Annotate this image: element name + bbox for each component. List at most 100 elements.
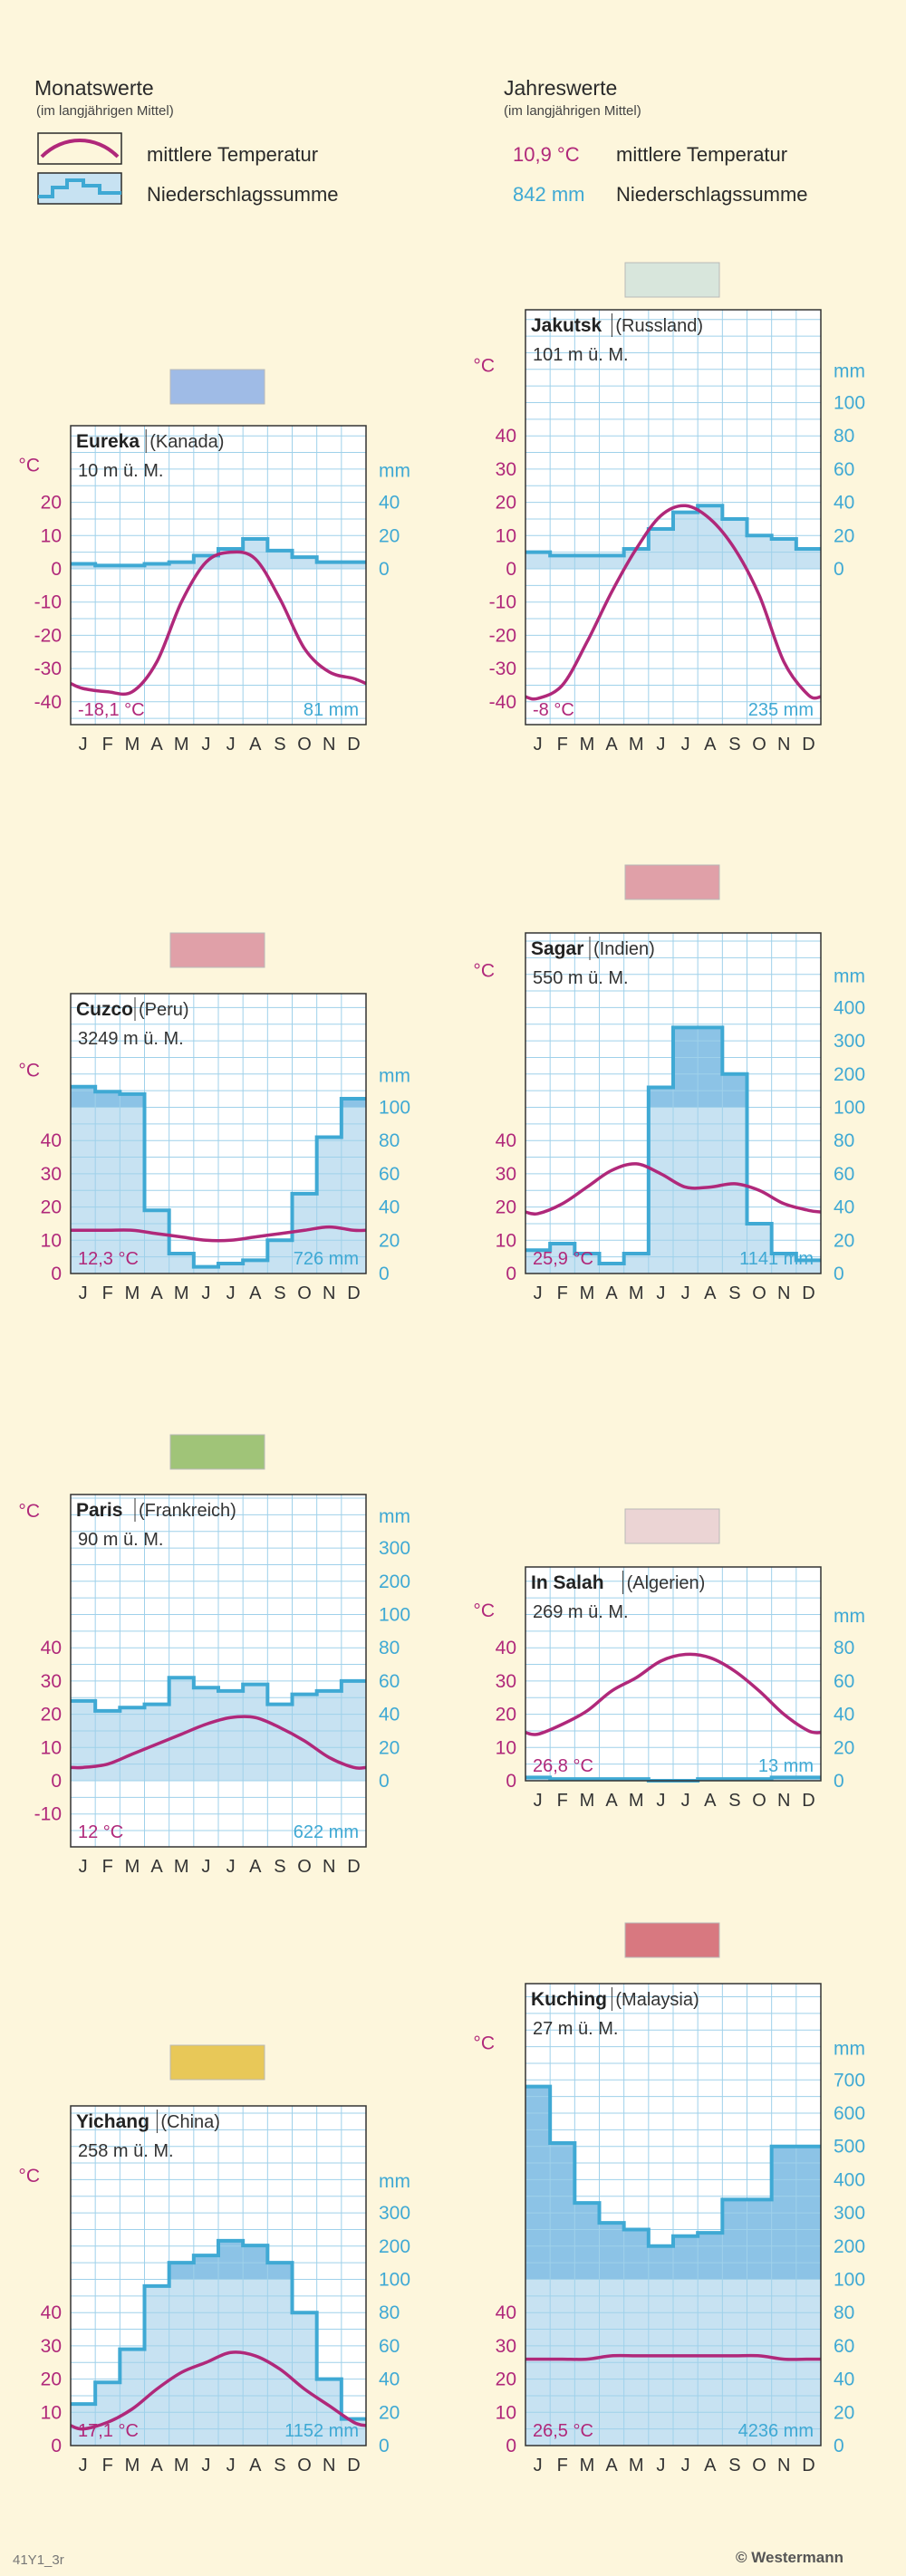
month-label: D (347, 2456, 360, 2475)
location-color-swatch (624, 1922, 720, 1958)
location-color-swatch (624, 864, 720, 900)
temp-tick-label: 30 (496, 1671, 516, 1692)
temp-tick-label: 30 (496, 459, 516, 480)
annual-precipitation: 1141 mm (739, 1249, 814, 1269)
station-elevation: 3249 m ü. M. (78, 1029, 184, 1049)
precip-tick-label: 60 (379, 1164, 400, 1185)
precipitation-area-heavy (169, 2240, 293, 2280)
month-label: D (802, 735, 814, 755)
month-label: N (323, 735, 335, 755)
station-country: (Malaysia) (615, 1990, 699, 2010)
precip-tick-label: 200 (834, 2236, 865, 2257)
month-label: A (150, 2456, 163, 2475)
month-label: M (629, 2456, 644, 2475)
annual-precipitation: 726 mm (294, 1249, 359, 1269)
month-label: J (79, 1283, 88, 1303)
month-label: F (102, 735, 113, 755)
station-name: Cuzco (76, 999, 133, 1020)
plot-frame (70, 993, 367, 1274)
precip-tick-label: 80 (834, 1638, 854, 1658)
precip-axis-unit: mm (379, 461, 410, 482)
legend-temp-line-icon (40, 139, 120, 159)
month-label: O (752, 735, 766, 755)
month-label: F (557, 1283, 568, 1303)
temp-tick-label: 0 (51, 1264, 62, 1284)
month-label: D (347, 1283, 360, 1303)
temp-tick-label: 30 (41, 1671, 62, 1692)
month-label: O (752, 2456, 766, 2475)
month-label: M (125, 2456, 140, 2475)
month-label: S (728, 1283, 740, 1303)
month-label: F (102, 2456, 113, 2475)
station-country: (Frankreich) (139, 1501, 236, 1521)
precip-tick-label: 20 (834, 2402, 854, 2423)
month-label: S (274, 735, 285, 755)
month-label: M (125, 1283, 140, 1303)
precip-tick-label: 20 (379, 1230, 400, 1251)
plot-frame (70, 2105, 367, 2446)
station-elevation: 90 m ü. M. (78, 1530, 163, 1550)
month-label: F (102, 1857, 113, 1877)
month-label: D (347, 1857, 360, 1877)
temp-tick-label: 20 (496, 2369, 516, 2390)
legend: Monatswerte (im langjährigen Mittel) mit… (0, 0, 906, 235)
station-elevation: 258 m ü. M. (78, 2141, 174, 2161)
precipitation-line (525, 1025, 821, 1265)
climate-chart-jakutsk: Jakutsk (Russland) 101 m ü. M. -8 °C 235 mm -… (473, 262, 865, 755)
month-label: J (201, 735, 210, 755)
precip-tick-label: 60 (834, 1164, 854, 1185)
climate-chart-paris: Paris (Frankreich) 90 m ü. M. 12 °C 622 mm -1… (18, 1434, 410, 1877)
climate-chart-sagar: Sagar (Indien) 550 m ü. M. 25,9 °C 1141 mm 0 1… (473, 864, 865, 1303)
month-label: A (704, 1283, 717, 1303)
month-label: J (226, 1857, 236, 1877)
month-label: N (777, 1791, 790, 1811)
precip-tick-label: 400 (834, 997, 865, 1018)
plot-frame (525, 309, 822, 726)
temp-axis-unit: °C (18, 2166, 40, 2187)
month-label: M (629, 1283, 644, 1303)
precip-tick-label: 100 (834, 1098, 865, 1119)
month-label: M (174, 1283, 189, 1303)
location-color-swatch (624, 262, 720, 298)
footer-code: 41Y1_3r (13, 2552, 64, 2568)
temp-tick-label: 0 (51, 2436, 62, 2456)
station-name: Eureka (76, 431, 140, 452)
month-label: O (297, 735, 312, 755)
month-label: J (656, 735, 665, 755)
precip-tick-label: 40 (834, 1705, 854, 1725)
temp-tick-label: 30 (496, 2336, 516, 2357)
month-label: S (728, 735, 740, 755)
legend-symbols (37, 132, 122, 205)
precipitation-line (71, 2238, 366, 2421)
temp-tick-label: 40 (496, 426, 516, 447)
legend-temp-box (37, 132, 122, 165)
precip-tick-label: 40 (834, 1197, 854, 1218)
month-label: M (174, 2456, 189, 2475)
temp-tick-label: -10 (34, 1804, 62, 1825)
station-header: Cuzco (Peru) 3249 m ü. M. (76, 997, 189, 1049)
month-label: D (802, 2456, 814, 2475)
month-label: F (557, 1791, 568, 1811)
precipitation-line (71, 1676, 366, 1713)
precip-tick-label: 60 (834, 459, 854, 480)
month-label: O (297, 1857, 312, 1877)
month-label: A (249, 735, 262, 755)
month-label: J (226, 1283, 236, 1303)
station-elevation: 269 m ü. M. (533, 1602, 629, 1622)
month-label: S (274, 1857, 285, 1877)
legend-annual-sub: (im langjährigen Mittel) (504, 103, 641, 119)
temperature-line (70, 550, 367, 697)
month-label: J (681, 1791, 690, 1811)
month-label: A (249, 1283, 262, 1303)
month-label: A (704, 1791, 717, 1811)
temp-tick-label: 10 (41, 2402, 62, 2423)
station-elevation: 10 m ü. M. (78, 461, 163, 481)
month-label: M (125, 735, 140, 755)
annual-precipitation: 4236 mm (738, 2421, 814, 2441)
precip-tick-label: 100 (379, 1098, 410, 1119)
temp-tick-label: 40 (496, 1638, 516, 1658)
temp-tick-label: 10 (41, 1230, 62, 1251)
temp-tick-label: -10 (489, 592, 516, 613)
precip-tick-label: 100 (834, 2270, 865, 2291)
